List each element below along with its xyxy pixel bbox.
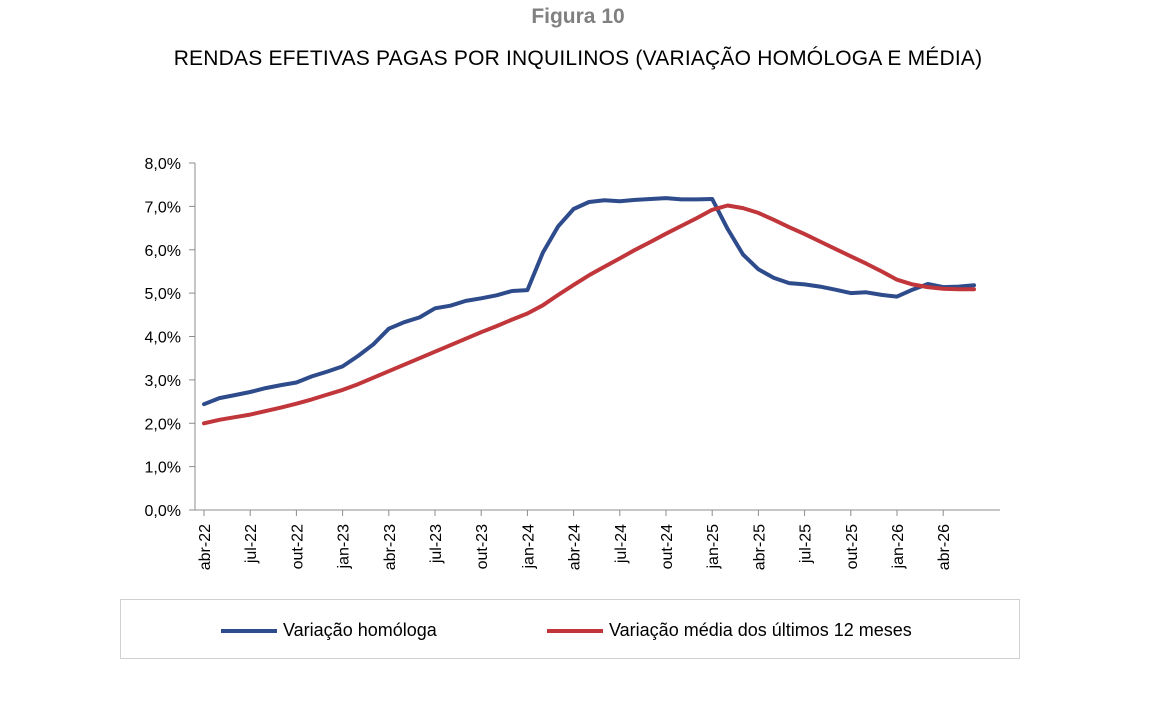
x-tick-label: jul-24 [613, 524, 630, 564]
x-tick-label: abr-25 [751, 524, 768, 570]
x-tick-label: jul-25 [798, 524, 815, 564]
legend-label-homologa: Variação homóloga [283, 620, 437, 640]
x-axis: abr-22 jul-22 out-22 jan-23 abr-23 jul-23 out-… [197, 510, 953, 570]
legend-swatch-media [547, 628, 603, 633]
x-tick-label: jan-24 [520, 524, 537, 570]
y-tick-label: 5,0% [145, 286, 181, 303]
legend-swatch-homologa [221, 628, 277, 633]
x-tick-label: out-23 [474, 524, 491, 569]
x-tick-label: out-22 [289, 524, 306, 569]
x-tick-label: out-25 [844, 524, 861, 569]
x-tick-label: jan-25 [705, 524, 722, 570]
y-tick-label: 8,0% [145, 156, 181, 173]
y-tick-label: 3,0% [145, 373, 181, 390]
y-tick-label: 6,0% [145, 243, 181, 260]
y-axis: 0,0% 1,0% 2,0% 3,0% 4,0% 5,0% 6,0% 7,0% 8,0% [145, 156, 195, 520]
legend: Variação homóloga Variação média dos últ… [120, 599, 1020, 659]
legend-label-media: Variação média dos últimos 12 meses [609, 620, 912, 640]
y-tick-label: 7,0% [145, 199, 181, 216]
x-tick-label: jan-26 [890, 524, 907, 570]
y-tick-label: 2,0% [145, 416, 181, 433]
y-tick-label: 0,0% [145, 503, 181, 520]
x-tick-label: abr-23 [382, 524, 399, 570]
series-group [202, 196, 976, 426]
chart-title: RENDAS EFETIVAS PAGAS POR INQUILINOS (VA… [173, 47, 983, 70]
legend-item-homologa: Variação homóloga [221, 620, 437, 641]
line-chart: 0,0% 1,0% 2,0% 3,0% 4,0% 5,0% 6,0% 7,0% 8,0% abr… [145, 156, 1000, 570]
x-tick-label: abr-24 [567, 524, 584, 570]
series-line-homologa [202, 196, 976, 407]
x-tick-label: jul-23 [428, 524, 445, 564]
figure-label: Figura 10 [531, 5, 625, 28]
y-tick-label: 1,0% [145, 460, 181, 477]
x-tick-label: jan-23 [336, 524, 353, 570]
series-line-media [202, 203, 976, 426]
x-tick-label: jul-22 [243, 524, 260, 564]
x-tick-label: abr-22 [197, 524, 214, 570]
x-tick-label: out-24 [659, 524, 676, 569]
legend-item-media: Variação média dos últimos 12 meses [547, 620, 912, 641]
y-tick-label: 4,0% [145, 330, 181, 347]
x-tick-label: abr-26 [936, 524, 953, 570]
